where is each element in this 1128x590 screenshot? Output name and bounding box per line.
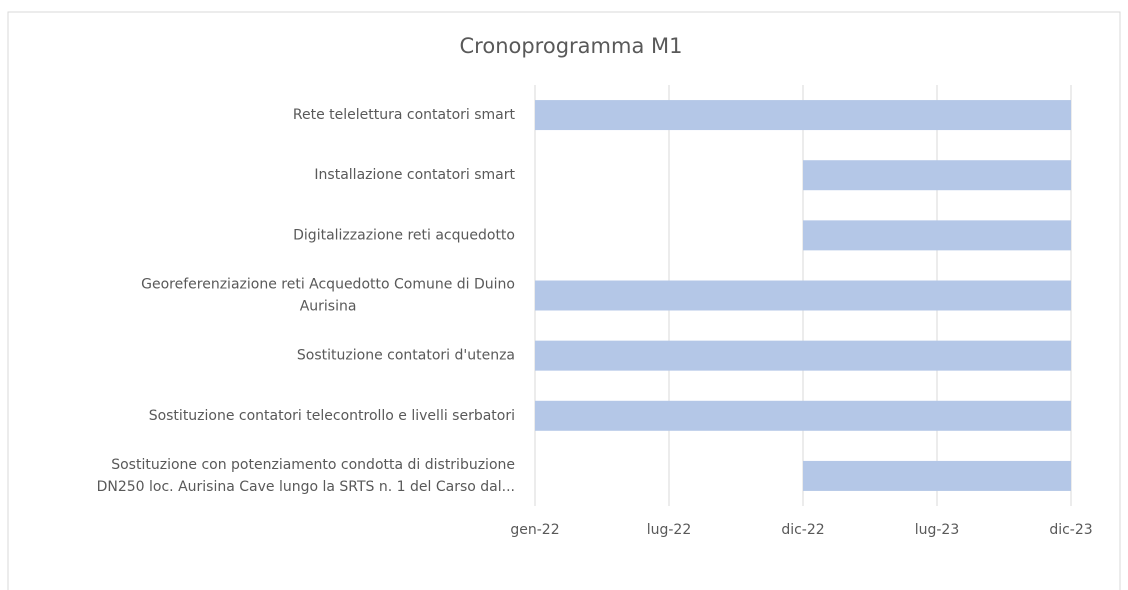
x-tick-label: dic-22 <box>781 522 824 538</box>
task-label: Aurisina <box>300 299 357 315</box>
task-label: Digitalizzazione reti acquedotto <box>293 227 515 243</box>
x-tick-label: lug-23 <box>915 522 960 538</box>
task-label: Sostituzione contatori d'utenza <box>297 348 515 364</box>
task-label: DN250 loc. Aurisina Cave lungo la SRTS n… <box>97 479 515 495</box>
bar <box>803 460 1071 491</box>
task-label: Rete telelettura contatori smart <box>293 107 516 123</box>
task-label: Installazione contatori smart <box>314 167 515 183</box>
bar <box>803 220 1071 251</box>
task-label: Sostituzione con potenziamento condotta … <box>111 457 515 473</box>
bar <box>535 340 1071 371</box>
task-label: Georeferenziazione reti Acquedotto Comun… <box>141 277 515 293</box>
bar <box>535 400 1071 431</box>
bar <box>803 160 1071 191</box>
bar <box>535 100 1071 131</box>
task-label: Sostituzione contatori telecontrollo e l… <box>149 408 515 424</box>
x-tick-label: gen-22 <box>510 522 559 538</box>
x-tick-label: lug-22 <box>647 522 692 538</box>
bar <box>535 280 1071 311</box>
chart-title: Cronoprogramma M1 <box>460 34 683 58</box>
x-tick-label: dic-23 <box>1049 522 1092 538</box>
